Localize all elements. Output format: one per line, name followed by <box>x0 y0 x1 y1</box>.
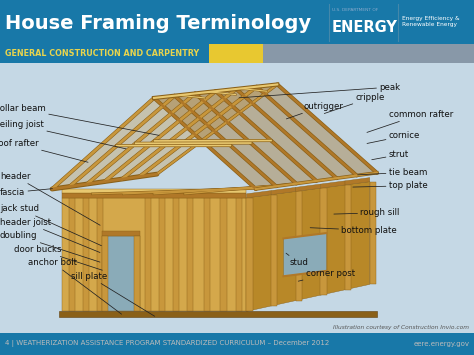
Text: rough sill: rough sill <box>334 208 400 217</box>
Bar <box>69 198 75 311</box>
Text: Illustration courtesy of Construction Invio.com: Illustration courtesy of Construction In… <box>333 325 469 330</box>
Text: peak: peak <box>239 83 401 98</box>
Bar <box>370 182 376 284</box>
Bar <box>97 198 103 311</box>
Text: fascia: fascia <box>0 188 53 197</box>
Text: strut: strut <box>372 150 409 160</box>
Text: eere.energy.gov: eere.energy.gov <box>413 341 469 347</box>
Bar <box>102 231 140 236</box>
Bar <box>159 198 165 311</box>
Text: cornice: cornice <box>367 131 420 143</box>
Text: doubling: doubling <box>0 231 100 262</box>
Text: stud: stud <box>286 253 308 267</box>
Bar <box>173 198 179 311</box>
Text: cripple: cripple <box>324 93 385 114</box>
Text: header joist: header joist <box>0 218 100 252</box>
Polygon shape <box>52 84 277 189</box>
Text: anchor bolt: anchor bolt <box>28 258 121 314</box>
Bar <box>236 198 242 311</box>
Bar <box>102 236 108 311</box>
Polygon shape <box>246 191 271 198</box>
Text: bottom plate: bottom plate <box>310 226 397 235</box>
Bar <box>145 198 151 311</box>
Bar <box>62 193 246 198</box>
Bar <box>102 236 140 311</box>
Bar <box>320 188 327 295</box>
Bar <box>62 189 246 193</box>
Polygon shape <box>283 233 327 276</box>
Text: sill plate: sill plate <box>71 272 155 316</box>
Polygon shape <box>246 182 370 311</box>
Bar <box>345 185 351 290</box>
Bar <box>220 198 227 311</box>
Text: header: header <box>0 172 100 225</box>
Bar <box>271 195 277 306</box>
Bar <box>134 236 140 311</box>
Bar <box>263 44 474 63</box>
Text: tie beam: tie beam <box>357 168 427 177</box>
Polygon shape <box>345 178 370 185</box>
Polygon shape <box>320 181 345 188</box>
Polygon shape <box>271 187 296 195</box>
Text: GENERAL CONSTRUCTION AND CARPENTRY: GENERAL CONSTRUCTION AND CARPENTRY <box>5 49 199 58</box>
Text: House Framing Terminology: House Framing Terminology <box>5 13 311 33</box>
Text: jack stud: jack stud <box>0 204 101 246</box>
Text: door bucks: door bucks <box>14 245 102 270</box>
Bar <box>187 198 193 311</box>
Text: Energy Efficiency &
Renewable Energy: Energy Efficiency & Renewable Energy <box>402 16 460 27</box>
Text: 4 | WEATHERIZATION ASSISTANCE PROGRAM STANDARDIZED CURRICULUM – December 2012: 4 | WEATHERIZATION ASSISTANCE PROGRAM ST… <box>5 340 329 348</box>
Bar <box>209 44 263 63</box>
Text: outrigger: outrigger <box>286 102 343 119</box>
Text: ceiling joist: ceiling joist <box>0 120 126 149</box>
Text: U.S. DEPARTMENT OF: U.S. DEPARTMENT OF <box>332 8 378 12</box>
Text: ENERGY: ENERGY <box>332 20 398 35</box>
Polygon shape <box>296 184 320 191</box>
Text: common rafter: common rafter <box>367 110 453 132</box>
Polygon shape <box>154 84 377 189</box>
Text: corner post: corner post <box>298 269 355 281</box>
Text: collar beam: collar beam <box>0 104 159 135</box>
Bar <box>204 198 210 311</box>
Polygon shape <box>62 198 246 311</box>
Bar <box>296 191 302 301</box>
Text: roof rafter: roof rafter <box>0 140 88 162</box>
Bar <box>83 198 89 311</box>
Text: top plate: top plate <box>353 181 428 190</box>
Bar <box>246 198 253 311</box>
Bar <box>59 311 377 317</box>
